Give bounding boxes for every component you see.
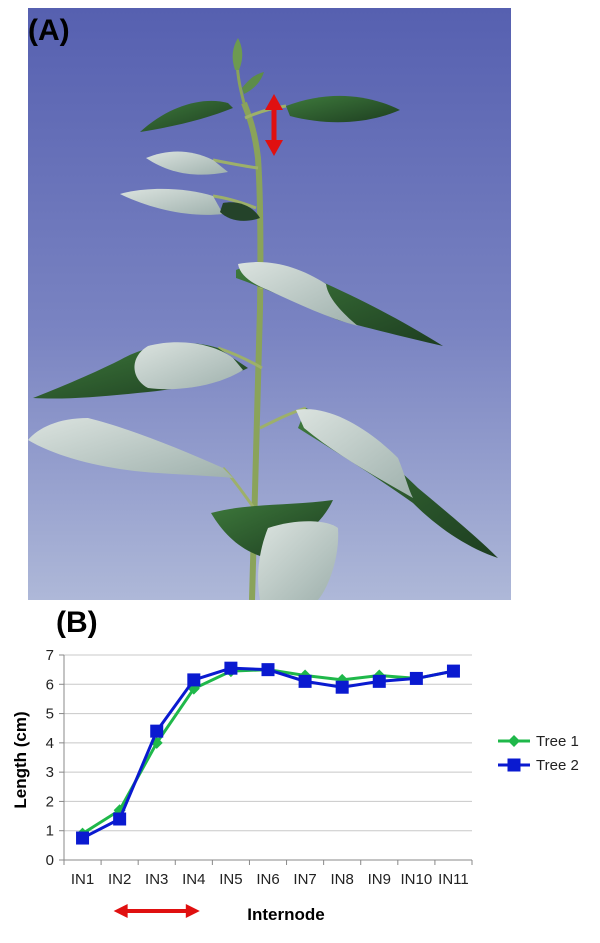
data-point bbox=[261, 663, 275, 677]
legend-marker bbox=[507, 758, 521, 772]
data-point bbox=[224, 661, 238, 675]
leaf bbox=[286, 95, 400, 123]
series-line bbox=[81, 666, 454, 840]
x-tick-label: IN9 bbox=[368, 871, 391, 888]
leaf bbox=[220, 202, 260, 221]
data-point bbox=[446, 664, 460, 678]
x-tick-label: IN10 bbox=[401, 871, 433, 888]
data-point bbox=[409, 671, 423, 685]
data-point bbox=[76, 831, 90, 845]
data-point bbox=[113, 804, 126, 817]
leaf bbox=[146, 151, 228, 175]
series-2 bbox=[76, 661, 460, 845]
x-tick-labels: IN1 IN2 IN3 IN4 IN5 IN6 IN7 IN8 IN9 IN10 IN11 bbox=[71, 871, 469, 888]
legend-item: Tree 2 bbox=[498, 757, 579, 774]
data-point bbox=[336, 673, 349, 686]
x-tick-label: IN8 bbox=[331, 871, 354, 888]
series-1 bbox=[76, 663, 460, 840]
x-tick-label: IN3 bbox=[145, 871, 168, 888]
x-tick-label: IN2 bbox=[108, 871, 131, 888]
y-tick-label: 6 bbox=[46, 676, 54, 693]
y-tick-label: 0 bbox=[46, 852, 54, 869]
highlight-arrow bbox=[113, 904, 200, 918]
leaf bbox=[140, 100, 233, 132]
leaf-bud bbox=[232, 38, 243, 70]
x-tick-label: IN6 bbox=[256, 871, 279, 888]
y-axis-title: Length (cm) bbox=[11, 711, 30, 808]
range-arrow-head-left bbox=[113, 904, 128, 918]
y-tick-label: 5 bbox=[46, 706, 54, 723]
y-tick-label: 1 bbox=[46, 823, 54, 840]
x-tick-label: IN4 bbox=[182, 871, 205, 888]
y-tick-label: 3 bbox=[46, 764, 54, 781]
x-tick-label: IN1 bbox=[71, 871, 94, 888]
x-tick-label: IN11 bbox=[438, 871, 469, 888]
leaf bbox=[238, 262, 358, 326]
plant-photo-illustration bbox=[28, 8, 511, 600]
axes bbox=[59, 654, 473, 865]
x-axis-title: Internode bbox=[247, 905, 324, 924]
x-tick-label: IN7 bbox=[293, 871, 316, 888]
leaf bbox=[258, 521, 339, 600]
data-point bbox=[150, 724, 164, 738]
y-tick-labels: 0 1 2 3 4 5 6 7 bbox=[46, 647, 54, 869]
y-tick-label: 4 bbox=[46, 735, 54, 752]
leaf bbox=[28, 418, 233, 478]
data-point bbox=[372, 674, 386, 688]
gridlines bbox=[64, 654, 472, 832]
series-line bbox=[81, 668, 454, 835]
data-point bbox=[187, 673, 201, 687]
x-tick-label: IN5 bbox=[219, 871, 242, 888]
data-point bbox=[298, 674, 312, 688]
y-tick-label: 7 bbox=[46, 647, 54, 664]
data-point bbox=[113, 812, 127, 826]
internode-length-chart: 0 1 2 3 4 5 6 7 IN1 IN2 IN3 IN4 IN5 IN6 IN7 IN8 IN9 IN10… bbox=[11, 647, 579, 924]
y-tick-label: 2 bbox=[46, 793, 54, 810]
data-point bbox=[335, 680, 349, 694]
legend-item: Tree 1 bbox=[498, 733, 579, 750]
plant-photo bbox=[28, 8, 511, 600]
leaf-bud bbox=[242, 72, 264, 94]
leaf bbox=[120, 188, 223, 215]
legend: Tree 1 Tree 2 bbox=[498, 733, 579, 774]
leaf bbox=[134, 342, 243, 390]
legend-marker bbox=[508, 735, 520, 747]
range-arrow-head-right bbox=[185, 904, 200, 918]
legend-label: Tree 2 bbox=[536, 757, 579, 774]
internode-arrow bbox=[265, 94, 283, 156]
series bbox=[76, 661, 460, 845]
legend-label: Tree 1 bbox=[536, 733, 579, 750]
panel-b-label: (B) bbox=[56, 606, 98, 639]
panel-a-label: (A) bbox=[28, 14, 70, 47]
leaf bbox=[296, 409, 413, 498]
